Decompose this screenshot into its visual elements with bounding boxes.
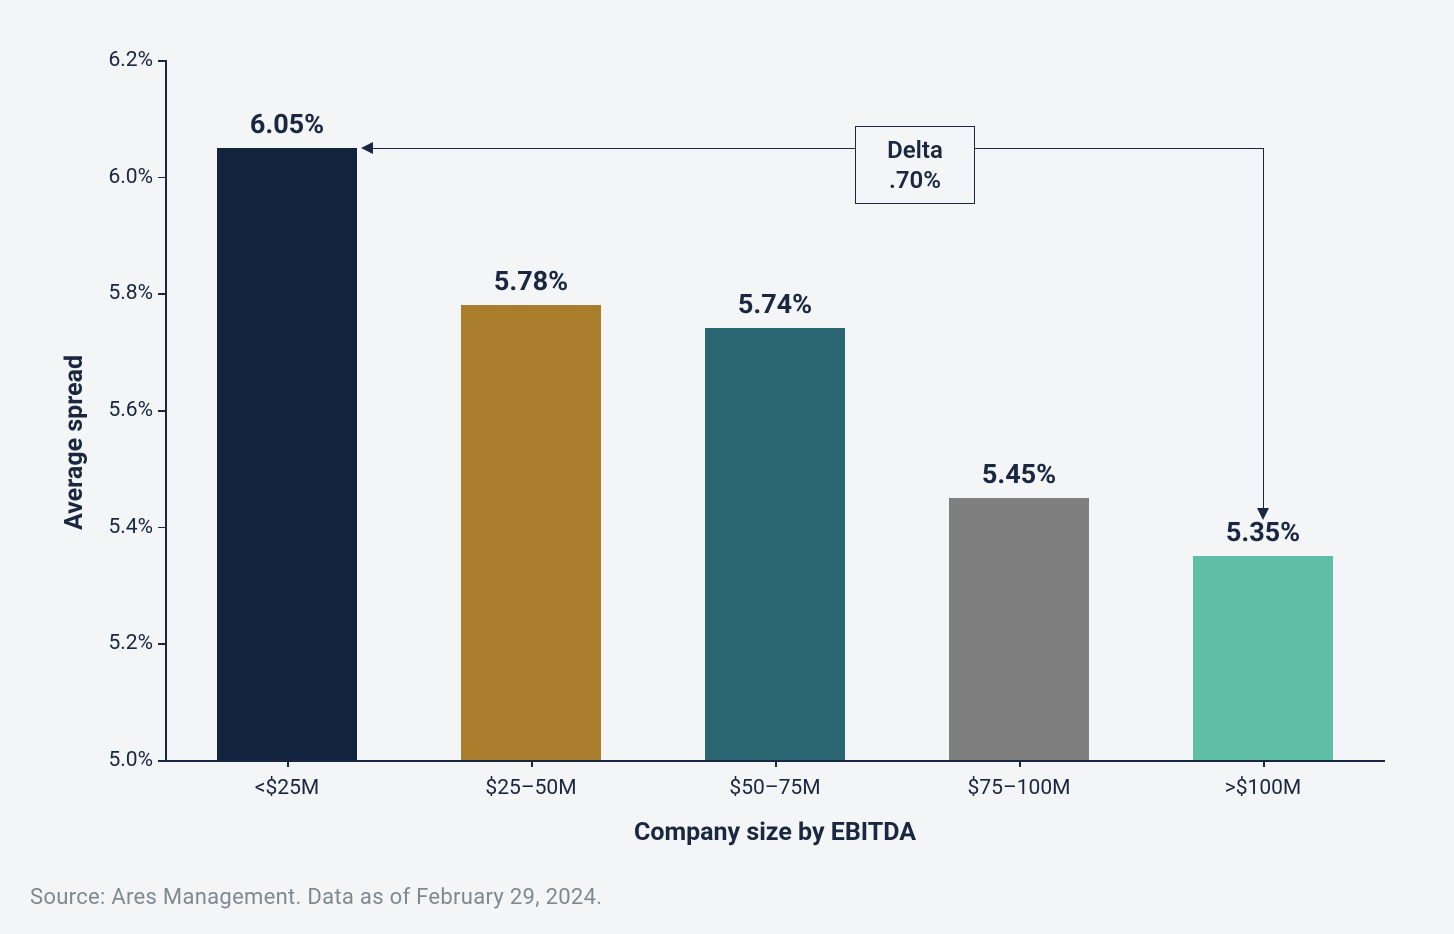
bar xyxy=(949,498,1089,761)
x-axis-title: Company size by EBITDA xyxy=(615,818,935,847)
bar-chart: Average spread 5.0% 5.2% 5.4% 5.6% 5.8% 6.0% 6… xyxy=(0,0,1454,934)
plot-area xyxy=(165,60,1385,760)
y-axis-title: Average spread xyxy=(60,355,89,530)
source-note: Source: Ares Management. Data as of Febr… xyxy=(30,885,602,910)
arrow-left-icon xyxy=(361,142,373,154)
x-tick-label: $25–50M xyxy=(485,776,576,800)
delta-label-line1: Delta xyxy=(874,135,956,165)
delta-annotation-box: Delta.70% xyxy=(855,126,975,204)
bar-value-label: 5.45% xyxy=(982,458,1056,490)
arrow-down-icon xyxy=(1257,508,1269,520)
x-tick-label: $75–100M xyxy=(968,776,1071,800)
bar xyxy=(461,305,601,760)
y-tick-label: 5.4% xyxy=(108,515,153,539)
bar xyxy=(1193,556,1333,760)
bar xyxy=(217,148,357,761)
bar-value-label: 5.35% xyxy=(1226,516,1300,548)
x-tick-label: >$100M xyxy=(1225,776,1302,800)
bar-value-label: 6.05% xyxy=(250,108,324,140)
y-tick-label: 6.0% xyxy=(108,165,153,189)
y-tick-label: 6.2% xyxy=(108,48,153,72)
bar-value-label: 5.74% xyxy=(738,288,812,320)
y-tick-label: 5.6% xyxy=(108,398,153,422)
y-tick-label: 5.8% xyxy=(108,281,153,305)
y-tick-label: 5.0% xyxy=(108,748,153,772)
bar xyxy=(705,328,845,760)
delta-label-line2: .70% xyxy=(874,165,956,195)
x-tick-label: $50–75M xyxy=(729,776,820,800)
x-tick-label: <$25M xyxy=(255,776,319,800)
y-tick-label: 5.2% xyxy=(108,631,153,655)
bar-value-label: 5.78% xyxy=(494,265,568,297)
